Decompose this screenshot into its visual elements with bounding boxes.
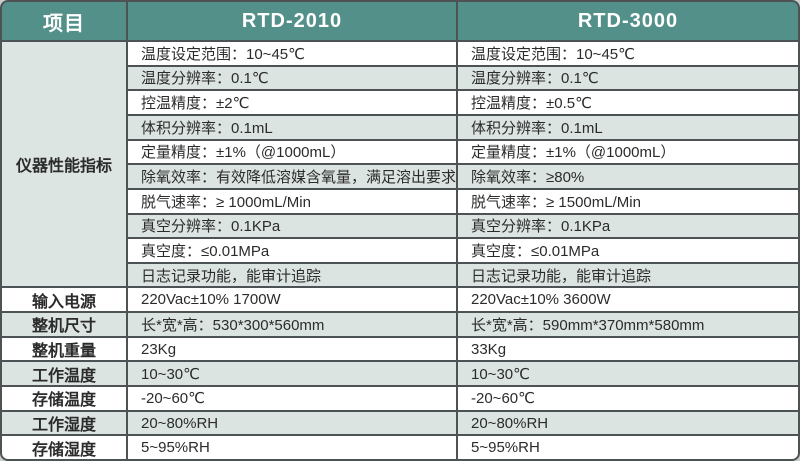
perf-log-function-rtd2010: 日志记录功能，能审计追踪 — [128, 263, 456, 287]
perf-degas-rate-rtd2010: 脱气速率：≥ 1000mL/Min — [128, 189, 456, 213]
perf-temp-accuracy-rtd2010: 控温精度：±2℃ — [128, 91, 456, 114]
perf-dosing-accuracy-rtd2010: 定量精度：±1%（@1000mL） — [128, 140, 456, 164]
working-humidity-rtd2010: 20~80%RH — [128, 411, 456, 435]
perf-temp-accuracy-rtd3000: 控温精度：±0.5℃ — [458, 91, 798, 114]
row-label-storage-humidity: 存储湿度 — [2, 436, 126, 459]
header-cell-item: 项目 — [2, 2, 126, 40]
perf-log-function-rtd3000: 日志记录功能，能审计追踪 — [458, 263, 798, 287]
storage-humidity-rtd2010: 5~95%RH — [128, 436, 456, 459]
perf-volume-resolution-rtd3000: 体积分辨率：0.1mL — [458, 115, 798, 139]
storage-humidity-rtd3000: 5~95%RH — [458, 436, 798, 459]
header-cell-rtd-2010: RTD-2010 — [128, 2, 456, 40]
perf-temp-range-rtd2010: 温度设定范围：10~45℃ — [128, 42, 456, 65]
machine-size-rtd2010: 长*宽*高：530*300*560mm — [128, 313, 456, 336]
performance-group-label: 仪器性能指标 — [2, 42, 126, 287]
perf-deoxygen-efficiency-rtd3000: 除氧效率：≥80% — [458, 165, 798, 188]
perf-temp-resolution-rtd2010: 温度分辨率：0.1℃ — [128, 66, 456, 90]
perf-deoxygen-efficiency-rtd2010: 除氧效率：有效降低溶媒含氧量，满足溶出要求 — [128, 165, 456, 188]
row-label-working-temp: 工作温度 — [2, 362, 126, 386]
storage-temp-rtd3000: -20~60℃ — [458, 387, 798, 410]
machine-weight-rtd2010: 23Kg — [128, 337, 456, 361]
row-label-working-humidity: 工作湿度 — [2, 411, 126, 435]
perf-vacuum-resolution-rtd3000: 真空分辨率：0.1KPa — [458, 214, 798, 238]
row-label-machine-weight: 整机重量 — [2, 337, 126, 361]
machine-weight-rtd3000: 33Kg — [458, 337, 798, 361]
perf-vacuum-degree-rtd2010: 真空度：≤0.01MPa — [128, 239, 456, 262]
row-label-machine-size: 整机尺寸 — [2, 313, 126, 336]
perf-temp-range-rtd3000: 温度设定范围：10~45℃ — [458, 42, 798, 65]
working-temp-rtd3000: 10~30℃ — [458, 362, 798, 386]
header-cell-rtd-3000: RTD-3000 — [458, 2, 798, 40]
input-power-rtd2010: 220Vac±10% 1700W — [128, 288, 456, 312]
perf-vacuum-degree-rtd3000: 真空度：≤0.01MPa — [458, 239, 798, 262]
machine-size-rtd3000: 长*宽*高：590mm*370mm*580mm — [458, 313, 798, 336]
row-label-storage-temp: 存储温度 — [2, 387, 126, 410]
perf-dosing-accuracy-rtd3000: 定量精度：±1%（@1000mL） — [458, 140, 798, 164]
perf-volume-resolution-rtd2010: 体积分辨率：0.1mL — [128, 115, 456, 139]
working-temp-rtd2010: 10~30℃ — [128, 362, 456, 386]
perf-degas-rate-rtd3000: 脱气速率：≥ 1500mL/Min — [458, 189, 798, 213]
input-power-rtd3000: 220Vac±10% 3600W — [458, 288, 798, 312]
perf-vacuum-resolution-rtd2010: 真空分辨率：0.1KPa — [128, 214, 456, 238]
row-label-input-power: 输入电源 — [2, 288, 126, 312]
storage-temp-rtd2010: -20~60℃ — [128, 387, 456, 410]
working-humidity-rtd3000: 20~80%RH — [458, 411, 798, 435]
perf-temp-resolution-rtd3000: 温度分辨率：0.1℃ — [458, 66, 798, 90]
